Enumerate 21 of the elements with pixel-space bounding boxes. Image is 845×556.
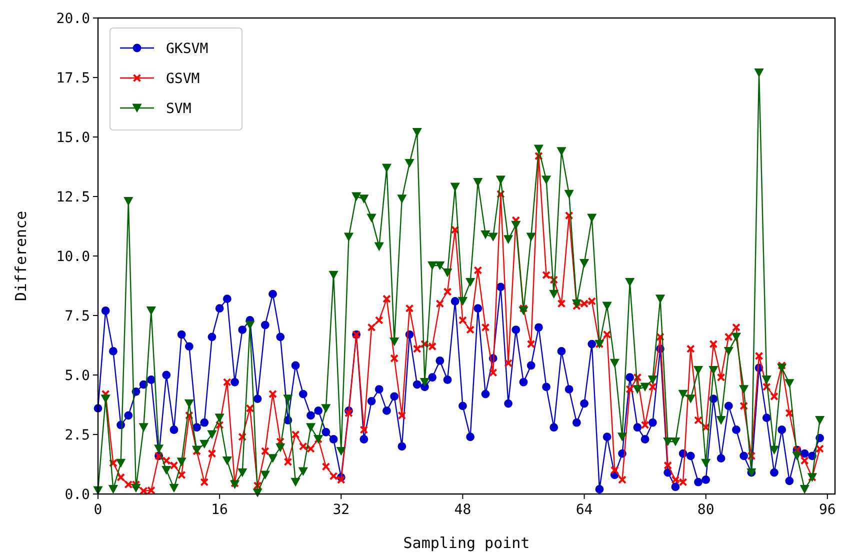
- x-tick-label: 32: [332, 502, 350, 518]
- x-tick-label: 64: [576, 502, 593, 518]
- legend-label: SVM: [166, 100, 192, 117]
- y-tick-label: 10.0: [56, 248, 90, 265]
- x-tick-label: 0: [94, 502, 102, 518]
- y-tick-label: 2.5: [64, 427, 90, 444]
- x-axis-title: Sampling point: [403, 534, 530, 552]
- x-tick-label: 80: [697, 502, 714, 518]
- y-tick-label: 12.5: [56, 189, 90, 206]
- y-tick-label: 17.5: [56, 70, 90, 86]
- y-axis-title: Difference: [12, 210, 30, 302]
- y-tick-label: 20.0: [56, 10, 90, 27]
- legend-label: GSVM: [166, 70, 200, 87]
- y-tick-label: 0.0: [64, 486, 90, 503]
- legend-label: GKSVM: [166, 40, 208, 57]
- y-tick-label: 15.0: [56, 130, 90, 146]
- y-tick-label: 7.5: [64, 308, 90, 324]
- x-tick-label: 96: [818, 502, 836, 518]
- y-tick-label: 5.0: [64, 368, 90, 384]
- x-tick-label: 16: [211, 502, 228, 518]
- x-tick-label: 48: [454, 502, 472, 518]
